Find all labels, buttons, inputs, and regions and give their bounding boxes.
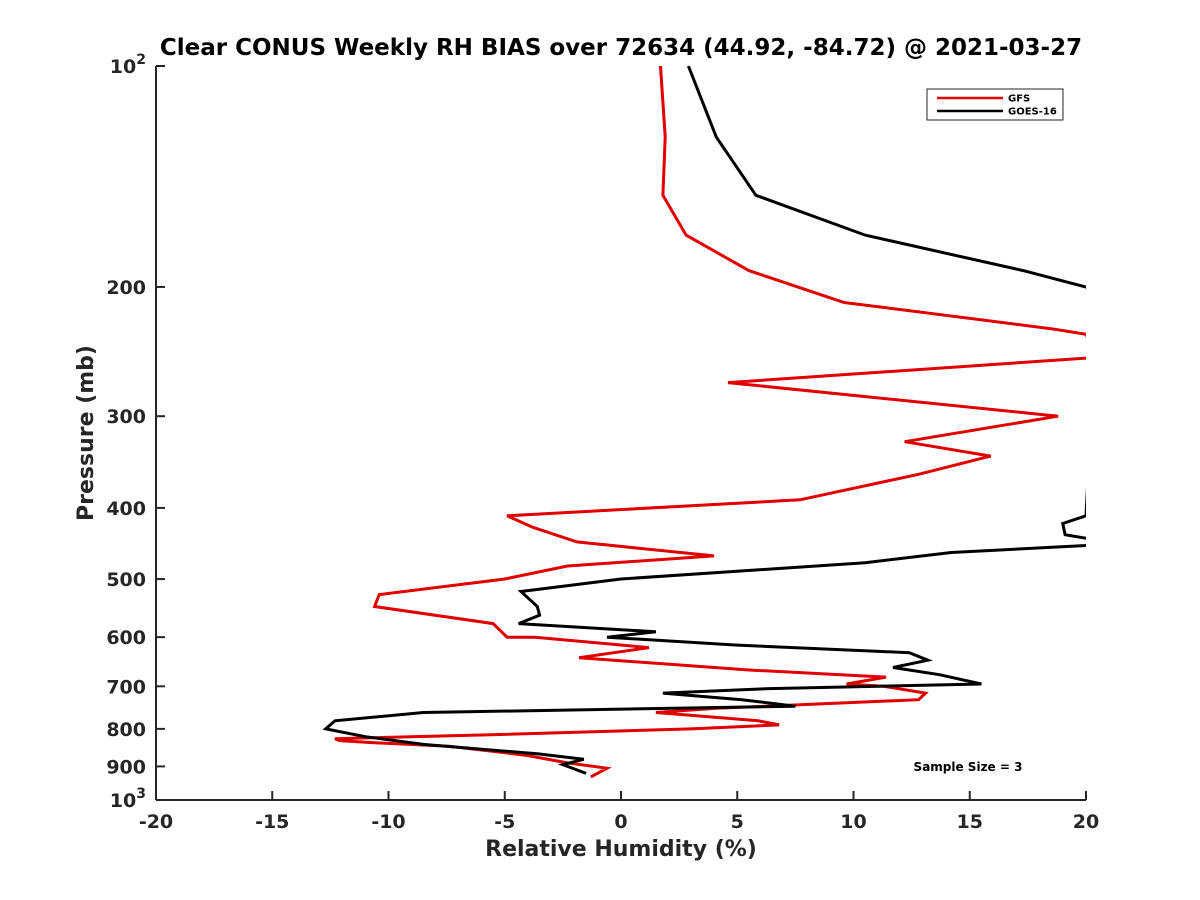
- x-axis-label: Relative Humidity (%): [485, 837, 757, 862]
- y-tick-base: 200: [106, 277, 146, 299]
- x-tick-label: 0: [614, 811, 627, 833]
- x-tick-label: 20: [1073, 811, 1099, 833]
- x-tick-label: 15: [957, 811, 983, 833]
- y-tick-exponent: 2: [136, 52, 146, 68]
- chart-title: Clear CONUS Weekly RH BIAS over 72634 (4…: [160, 35, 1082, 61]
- y-tick-base: 300: [106, 406, 146, 428]
- y-tick-label: 900: [106, 756, 146, 778]
- y-tick-exponent: 3: [136, 786, 146, 802]
- y-tick-base: 500: [106, 569, 146, 591]
- x-tick-label: 10: [840, 811, 866, 833]
- series-layer: [322, 66, 1086, 779]
- y-tick-base: 700: [106, 676, 146, 698]
- y-tick-base: 800: [106, 719, 146, 741]
- y-tick-base: 600: [106, 627, 146, 649]
- y-tick-label: 500: [106, 569, 146, 591]
- y-tick-label: 200: [106, 277, 146, 299]
- y-tick-base: 10: [110, 790, 136, 812]
- y-tick-base: 10: [110, 56, 136, 78]
- y-axis-label: Pressure (mb): [74, 345, 99, 521]
- y-tick-label: 700: [106, 676, 146, 698]
- y-tick-base: 900: [106, 756, 146, 778]
- y-tick-label: 102: [110, 52, 146, 78]
- series-line-gfs: [334, 66, 1086, 779]
- legend: GFS GOES-16: [926, 88, 1064, 121]
- x-tick-label: 5: [731, 811, 744, 833]
- legend-box: [926, 88, 1064, 121]
- series-line-goes16: [322, 66, 1086, 775]
- x-ticks: -20 -15 -10 -5 0 5 10 15 20: [139, 791, 1099, 833]
- x-tick-label: -5: [494, 811, 515, 833]
- x-tick-label: -15: [255, 811, 289, 833]
- legend-label-gfs: GFS: [1008, 94, 1030, 105]
- sample-size-annotation: Sample Size = 3: [914, 760, 1023, 774]
- y-tick-label: 300: [106, 406, 146, 428]
- y-tick-label: 103: [110, 786, 146, 812]
- y-tick-base: 400: [106, 498, 146, 520]
- y-tick-label: 400: [106, 498, 146, 520]
- legend-label-goes16: GOES-16: [1008, 107, 1057, 118]
- y-tick-label: 600: [106, 627, 146, 649]
- y-tick-label: 800: [106, 719, 146, 741]
- x-tick-label: -20: [139, 811, 173, 833]
- x-tick-label: -10: [371, 811, 405, 833]
